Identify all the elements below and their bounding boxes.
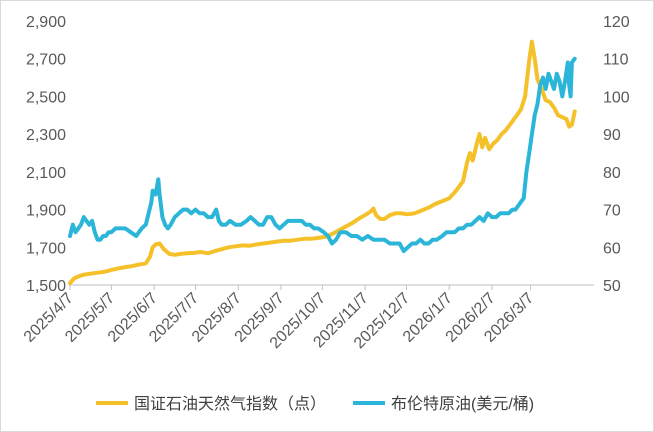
left-tick-label: 1,900 xyxy=(26,203,66,220)
right-tick-label: 80 xyxy=(603,165,621,182)
right-axis-ticks: 50 60 70 80 90 100 110 120 xyxy=(603,14,630,295)
left-tick-label: 2,500 xyxy=(26,89,66,106)
right-tick-label: 110 xyxy=(603,52,629,69)
series-line-oil-gas-index xyxy=(68,39,577,286)
left-tick-label: 1,700 xyxy=(26,240,66,257)
x-axis-ticks: 2025/4/72025/5/72025/6/72025/7/72025/8/7… xyxy=(21,285,537,352)
right-tick-label: 60 xyxy=(603,240,621,257)
right-tick-label: 120 xyxy=(603,14,630,31)
legend-label-brent-crude: 布伦特原油(美元/桶) xyxy=(391,395,534,413)
right-tick-label: 100 xyxy=(603,89,630,106)
series-layer xyxy=(68,39,577,286)
left-tick-label: 2,900 xyxy=(26,14,66,31)
right-tick-label: 50 xyxy=(603,278,621,295)
right-tick-label: 90 xyxy=(603,127,621,144)
series-line-brent-crude xyxy=(68,56,577,254)
left-axis-ticks: 1,500 1,700 1,900 2,100 2,300 2,500 2,700 2,900 xyxy=(26,14,66,295)
legend-label-oil-gas-index: 国证石油天然气指数（点） xyxy=(134,395,326,413)
left-tick-label: 2,300 xyxy=(26,127,66,144)
legend: 国证石油天然气指数（点） 布伦特原油(美元/桶) xyxy=(96,395,534,413)
left-tick-label: 2,700 xyxy=(26,52,66,69)
right-tick-label: 70 xyxy=(603,203,621,220)
left-tick-label: 1,500 xyxy=(26,278,66,295)
left-tick-label: 2,100 xyxy=(26,165,66,182)
